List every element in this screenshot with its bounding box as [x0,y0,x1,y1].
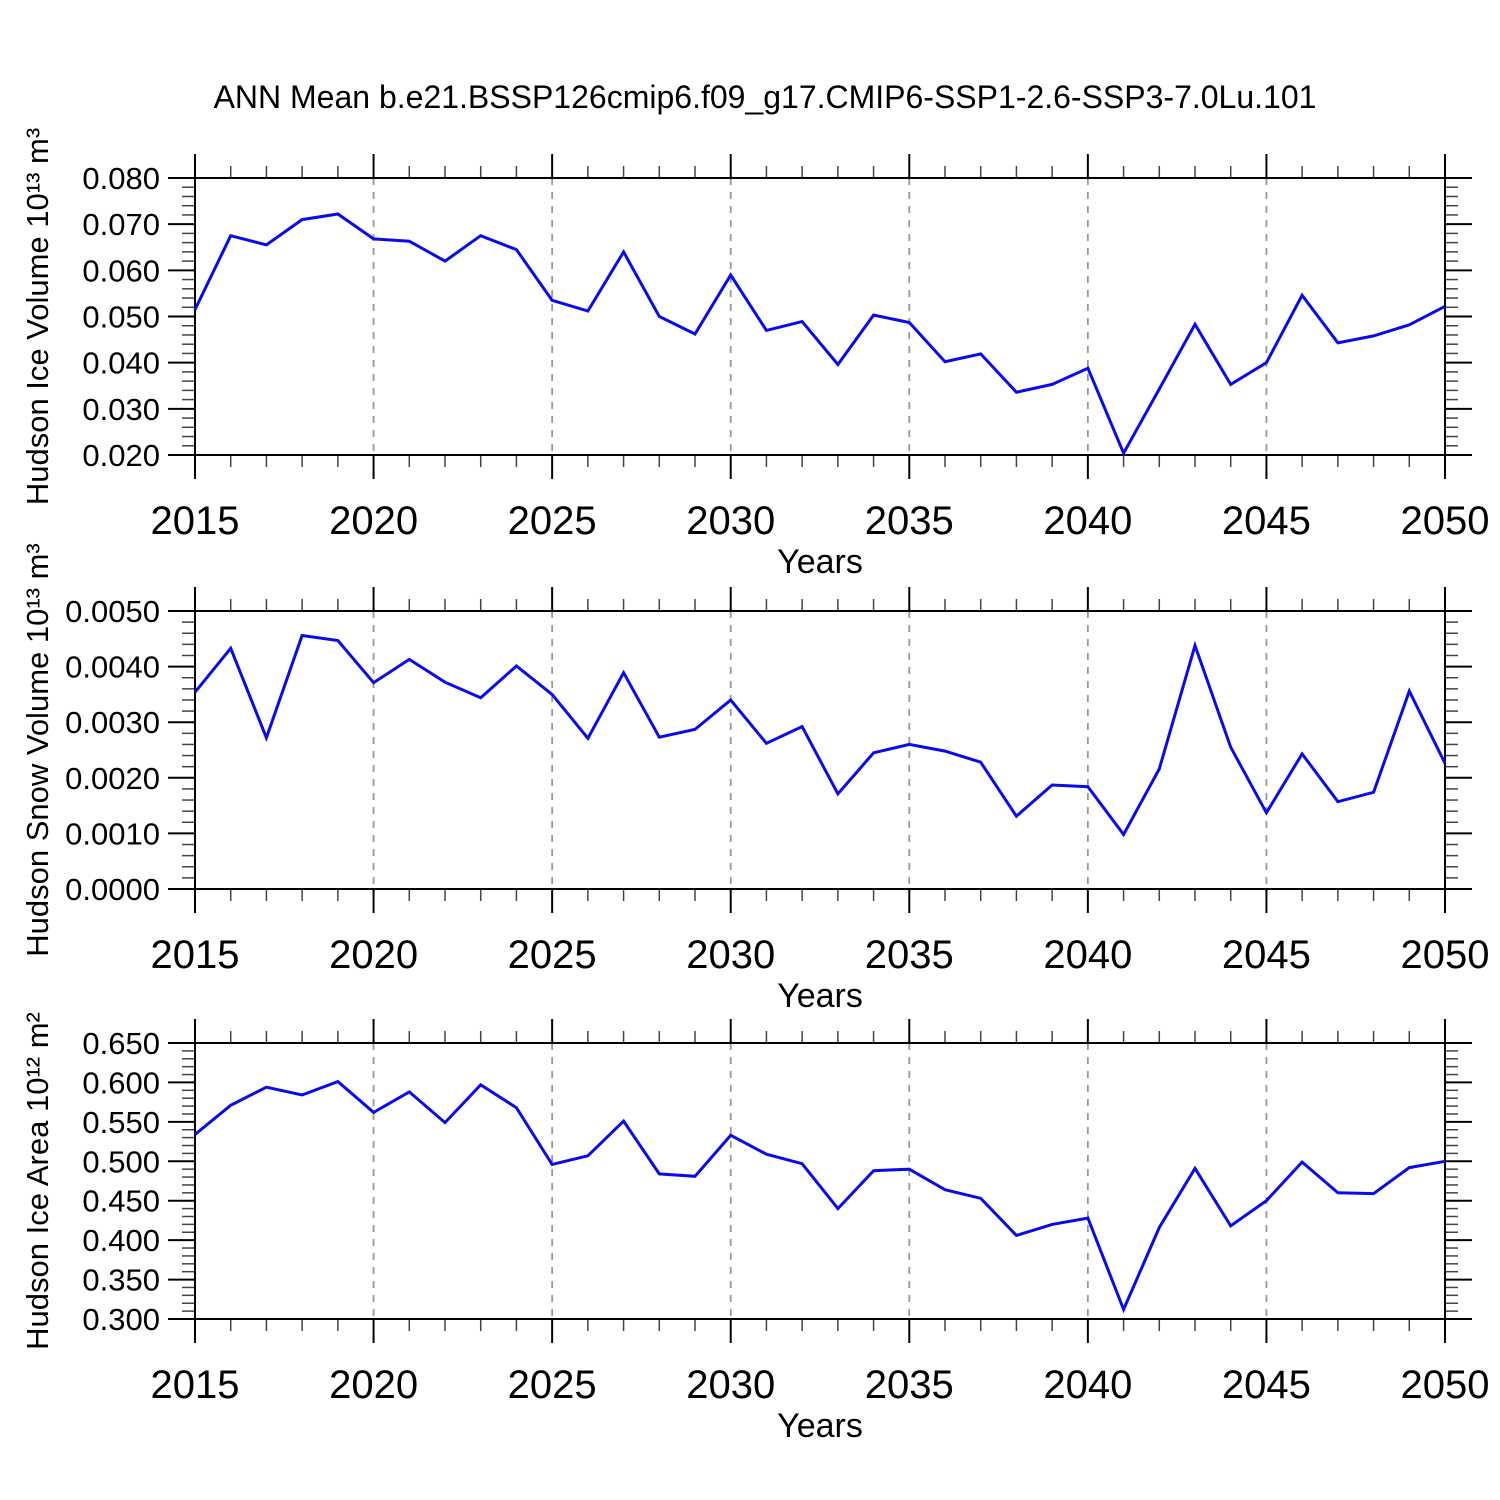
data-line [194,1079,1446,1314]
x-tick-label: 2050 [1401,933,1490,977]
plot-frame [194,1042,1446,1320]
x-tick-label: 2035 [865,499,954,543]
y-tick-label: 0.0010 [65,816,160,851]
y-tick-label: 0.350 [82,1263,160,1298]
x-tick-label: 2045 [1222,499,1311,543]
y-tick-label: 0.0000 [65,872,160,907]
x-axis-title: Years [777,1407,863,1445]
y-axis-label: Hudson Snow Volume 10¹³ m³ [20,543,55,957]
panel-hudson-snow-volume: 2015 2020 2025 2030 2035 2040 2045 2050 0.0000 0.… [20,543,1489,1015]
y-tick-label: 0.040 [82,346,160,381]
y-tick-label: 0.0040 [65,650,160,685]
y-tick-label: 0.300 [82,1302,160,1337]
y-tick-label: 0.0020 [65,761,160,796]
x-tick-label: 2025 [508,499,597,543]
x-tick-label: 2020 [329,499,418,543]
panel-hudson-ice-volume: 2015 2020 2025 2030 2035 2040 2045 2050 0.020 0.0… [20,128,1489,581]
plot-frame [194,610,1446,890]
y-tick-label: 0.450 [82,1184,160,1219]
x-tick-label: 2025 [508,1363,597,1407]
x-axis-title: Years [777,543,863,581]
y-tick-label: 0.400 [82,1223,160,1258]
data-line [193,633,1447,838]
x-tick-label: 2050 [1401,1363,1490,1407]
y-tick-label: 0.080 [82,161,160,196]
panels-container: 2015 2020 2025 2030 2035 2040 2045 2050 0.020 0.0… [20,128,1489,1445]
x-tick-label: 2045 [1222,933,1311,977]
x-tick-label: 2050 [1401,499,1490,543]
y-tick-label: 0.020 [82,438,160,473]
y-tick-label: 0.0030 [65,705,160,740]
x-tick-label: 2040 [1043,933,1132,977]
x-tick-label: 2015 [151,499,240,543]
y-tick-label: 0.550 [82,1105,160,1140]
figure-title: ANN Mean b.e21.BSSP126cmip6.f09_g17.CMIP… [214,79,1317,115]
x-tick-label: 2030 [686,1363,775,1407]
data-line [193,212,1446,457]
y-tick-label: 0.050 [82,300,160,335]
x-tick-label: 2025 [508,933,597,977]
x-tick-label: 2020 [329,933,418,977]
y-tick-label: 0.030 [82,392,160,427]
x-tick-label: 2040 [1043,1363,1132,1407]
x-tick-label: 2040 [1043,499,1132,543]
x-tick-label: 2015 [151,1363,240,1407]
x-tick-label: 2030 [686,933,775,977]
y-axis-label: Hudson Ice Volume 10¹³ m³ [20,128,55,505]
panel-hudson-ice-area: 2015 2020 2025 2030 2035 2040 2045 2050 0.300 0.3… [20,1012,1489,1445]
y-tick-label: 0.070 [82,207,160,242]
x-tick-label: 2045 [1222,1363,1311,1407]
y-tick-label: 0.060 [82,253,160,288]
y-tick-label: 0.600 [82,1065,160,1100]
x-tick-label: 2035 [865,1363,954,1407]
x-tick-label: 2035 [865,933,954,977]
y-tick-label: 0.0050 [65,594,160,629]
y-axis-label: Hudson Ice Area 10¹² m² [20,1012,55,1350]
x-axis-title: Years [777,977,863,1015]
x-tick-label: 2030 [686,499,775,543]
y-tick-label: 0.650 [82,1026,160,1061]
plot-frame [194,177,1446,456]
x-tick-label: 2015 [151,933,240,977]
y-tick-label: 0.500 [82,1144,160,1179]
x-tick-label: 2020 [329,1363,418,1407]
